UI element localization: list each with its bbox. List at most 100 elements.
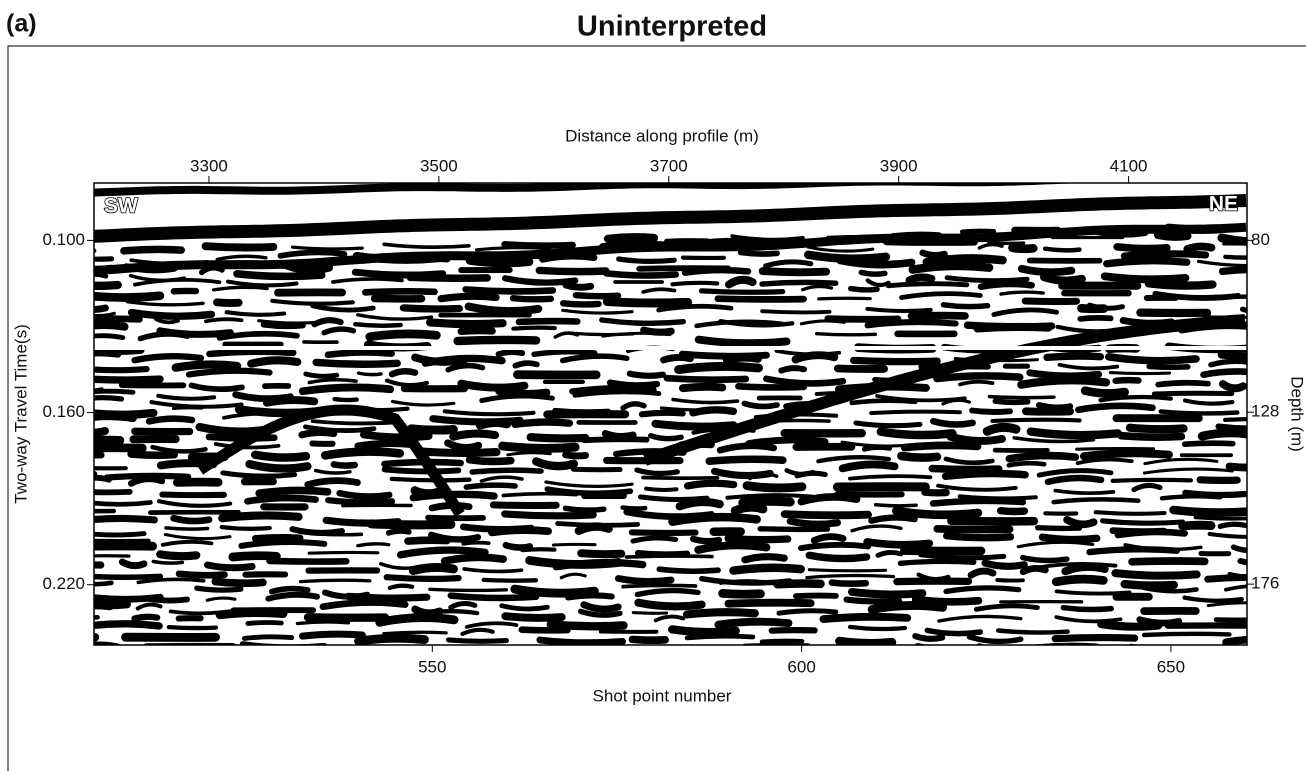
reflector-segment <box>166 624 219 631</box>
reflector-segment <box>1051 633 1139 643</box>
reflector-segment <box>899 291 983 300</box>
reflector-segment <box>404 536 451 545</box>
reflector-segment <box>228 551 281 562</box>
reflector-segment <box>197 260 277 270</box>
reflector-segment <box>687 237 776 248</box>
reflector-segment <box>131 352 205 364</box>
reflector-segment <box>501 491 579 498</box>
data-gap <box>94 346 1247 350</box>
reflector-segment <box>1224 584 1247 592</box>
reflector-segment <box>156 550 201 561</box>
reflector-segment <box>763 259 814 269</box>
reflector-segment <box>315 532 364 537</box>
reflector-segment <box>810 533 847 544</box>
reflector-segment <box>447 592 540 602</box>
reflector-segment <box>382 242 471 250</box>
reflector-segment <box>601 430 637 441</box>
reflector-segment <box>570 466 623 473</box>
reflector-segment <box>442 409 536 417</box>
reflector-segment <box>718 589 765 599</box>
reflector-segment <box>479 393 555 404</box>
reflector-segment <box>356 542 391 548</box>
reflector-segment <box>868 514 918 524</box>
reflector-segment <box>506 451 552 457</box>
reflector-segment <box>94 573 164 580</box>
reflector-segment <box>690 535 723 545</box>
reflector-segment <box>959 228 997 235</box>
reflector-segment <box>912 633 946 642</box>
reflector-segment <box>520 547 557 553</box>
reflector-segment <box>601 331 672 338</box>
top-axis-title: Distance along profile (m) <box>565 126 759 145</box>
reflector-segment <box>511 325 557 331</box>
reflector-segment <box>515 317 581 326</box>
reflector-segment <box>511 418 574 429</box>
reflector-segment <box>562 505 607 513</box>
reflector-segment <box>552 558 647 571</box>
reflector-segment <box>1026 369 1103 380</box>
reflector-segment <box>127 308 216 320</box>
reflector-segment <box>460 627 495 636</box>
reflector-segment <box>1219 380 1247 393</box>
reflector-segment <box>268 585 311 595</box>
reflector-segment <box>375 613 459 627</box>
reflector-segment <box>213 442 281 450</box>
reflector-segment <box>848 587 927 599</box>
reflector-segment <box>206 348 297 358</box>
reflector-segment <box>150 444 208 454</box>
reflector-segment <box>94 412 137 423</box>
reflector-segment <box>1223 254 1247 260</box>
reflector-segment <box>171 360 242 372</box>
reflector-segment <box>1019 564 1049 576</box>
reflector-segment <box>510 584 599 598</box>
reflector-segment <box>987 394 1056 400</box>
reflector-segment <box>390 399 456 407</box>
reflector-segment <box>265 591 320 602</box>
reflector-segment <box>1197 428 1247 441</box>
reflector-segment <box>133 277 222 287</box>
reflector-segment <box>421 354 506 367</box>
reflector-segment <box>324 349 395 359</box>
reflector-segment <box>251 534 304 542</box>
reflector-segment <box>1217 350 1247 361</box>
reflector-segment <box>262 396 319 407</box>
reflector-segment <box>816 455 892 464</box>
reflector-segment <box>943 585 1022 595</box>
reflector-segment <box>1146 363 1191 371</box>
reflector-segment <box>94 304 109 314</box>
main-reflector <box>643 314 1246 466</box>
reflector-segment <box>220 470 298 479</box>
reflector-segment <box>819 612 912 623</box>
reflector-segment <box>145 415 196 425</box>
reflector-segment <box>684 633 756 641</box>
reflector-segment <box>801 284 834 292</box>
reflector-segment <box>991 307 1059 317</box>
reflector-segment <box>1080 386 1129 398</box>
reflector-segment <box>1113 243 1171 253</box>
reflector-segment <box>1110 477 1193 483</box>
reflector-segment <box>94 388 136 395</box>
reflector-segment <box>602 297 693 308</box>
reflector-segment <box>118 558 148 570</box>
reflector-segment <box>1182 398 1235 406</box>
reflector-segment <box>735 383 808 391</box>
reflector-segment <box>847 624 908 632</box>
reflector-segment <box>805 551 871 563</box>
reflector-segment <box>943 532 1015 542</box>
reflector-segment <box>603 233 658 243</box>
reflector-segment <box>1006 460 1047 468</box>
reflector-segment <box>651 419 738 431</box>
reflector-segment <box>94 349 122 358</box>
reflector-segment <box>900 441 982 452</box>
y2-tick-label: 128 <box>1251 402 1279 421</box>
reflector-segment <box>173 654 194 656</box>
reflector-segment <box>440 553 507 565</box>
reflector-segment <box>344 592 431 602</box>
reflector-segment <box>1075 457 1134 466</box>
reflector-segment <box>966 634 1024 645</box>
reflector-segment <box>238 539 328 549</box>
reflector-segment <box>620 401 647 411</box>
reflector-segment <box>1183 242 1216 253</box>
reflector-segment <box>921 488 950 497</box>
